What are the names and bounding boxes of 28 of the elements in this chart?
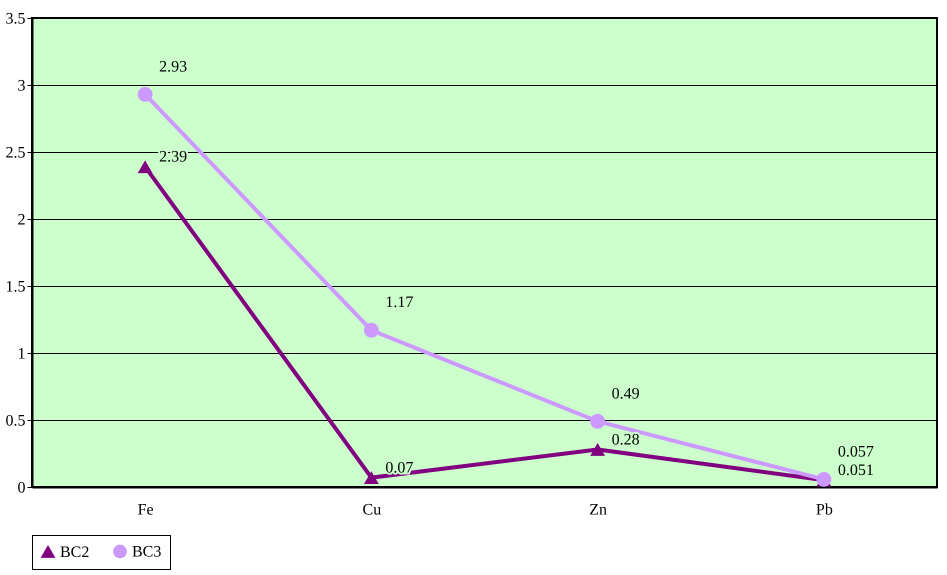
data-label: 0.28 — [612, 431, 640, 448]
y-tick-label: 3 — [18, 78, 26, 94]
point — [364, 471, 379, 484]
data-label: 0.051 — [838, 462, 874, 480]
data-label: 1.17 — [385, 294, 414, 312]
y-tick-label: 0 — [18, 480, 26, 496]
x-tick-label: Cu — [362, 502, 382, 518]
point — [590, 414, 606, 429]
data-label: 2.39 — [159, 148, 188, 166]
y-tick-label: 0.5 — [6, 412, 26, 430]
point — [138, 86, 153, 102]
x-tick-label: Zn — [589, 502, 608, 518]
y-tick-label: 2 — [18, 212, 26, 228]
data-label: 2.93 — [159, 58, 188, 76]
y-tick-label: 3.5 — [6, 10, 26, 28]
data-label: 0.057 — [838, 443, 874, 460]
y-tick-label: 1.5 — [6, 278, 26, 296]
point — [590, 443, 606, 456]
point — [138, 160, 153, 174]
legend-label: BC3 — [132, 543, 162, 560]
y-tick-label: 1 — [18, 346, 26, 362]
data-label: 0.07 — [385, 460, 414, 477]
point — [364, 322, 379, 338]
x-tick-label: Pb — [816, 502, 833, 518]
legend-label: BC2 — [60, 544, 90, 561]
y-tick-label: 2.5 — [6, 144, 26, 162]
data-label: 0.49 — [612, 385, 640, 402]
x-tick-label: Fe — [138, 502, 154, 518]
